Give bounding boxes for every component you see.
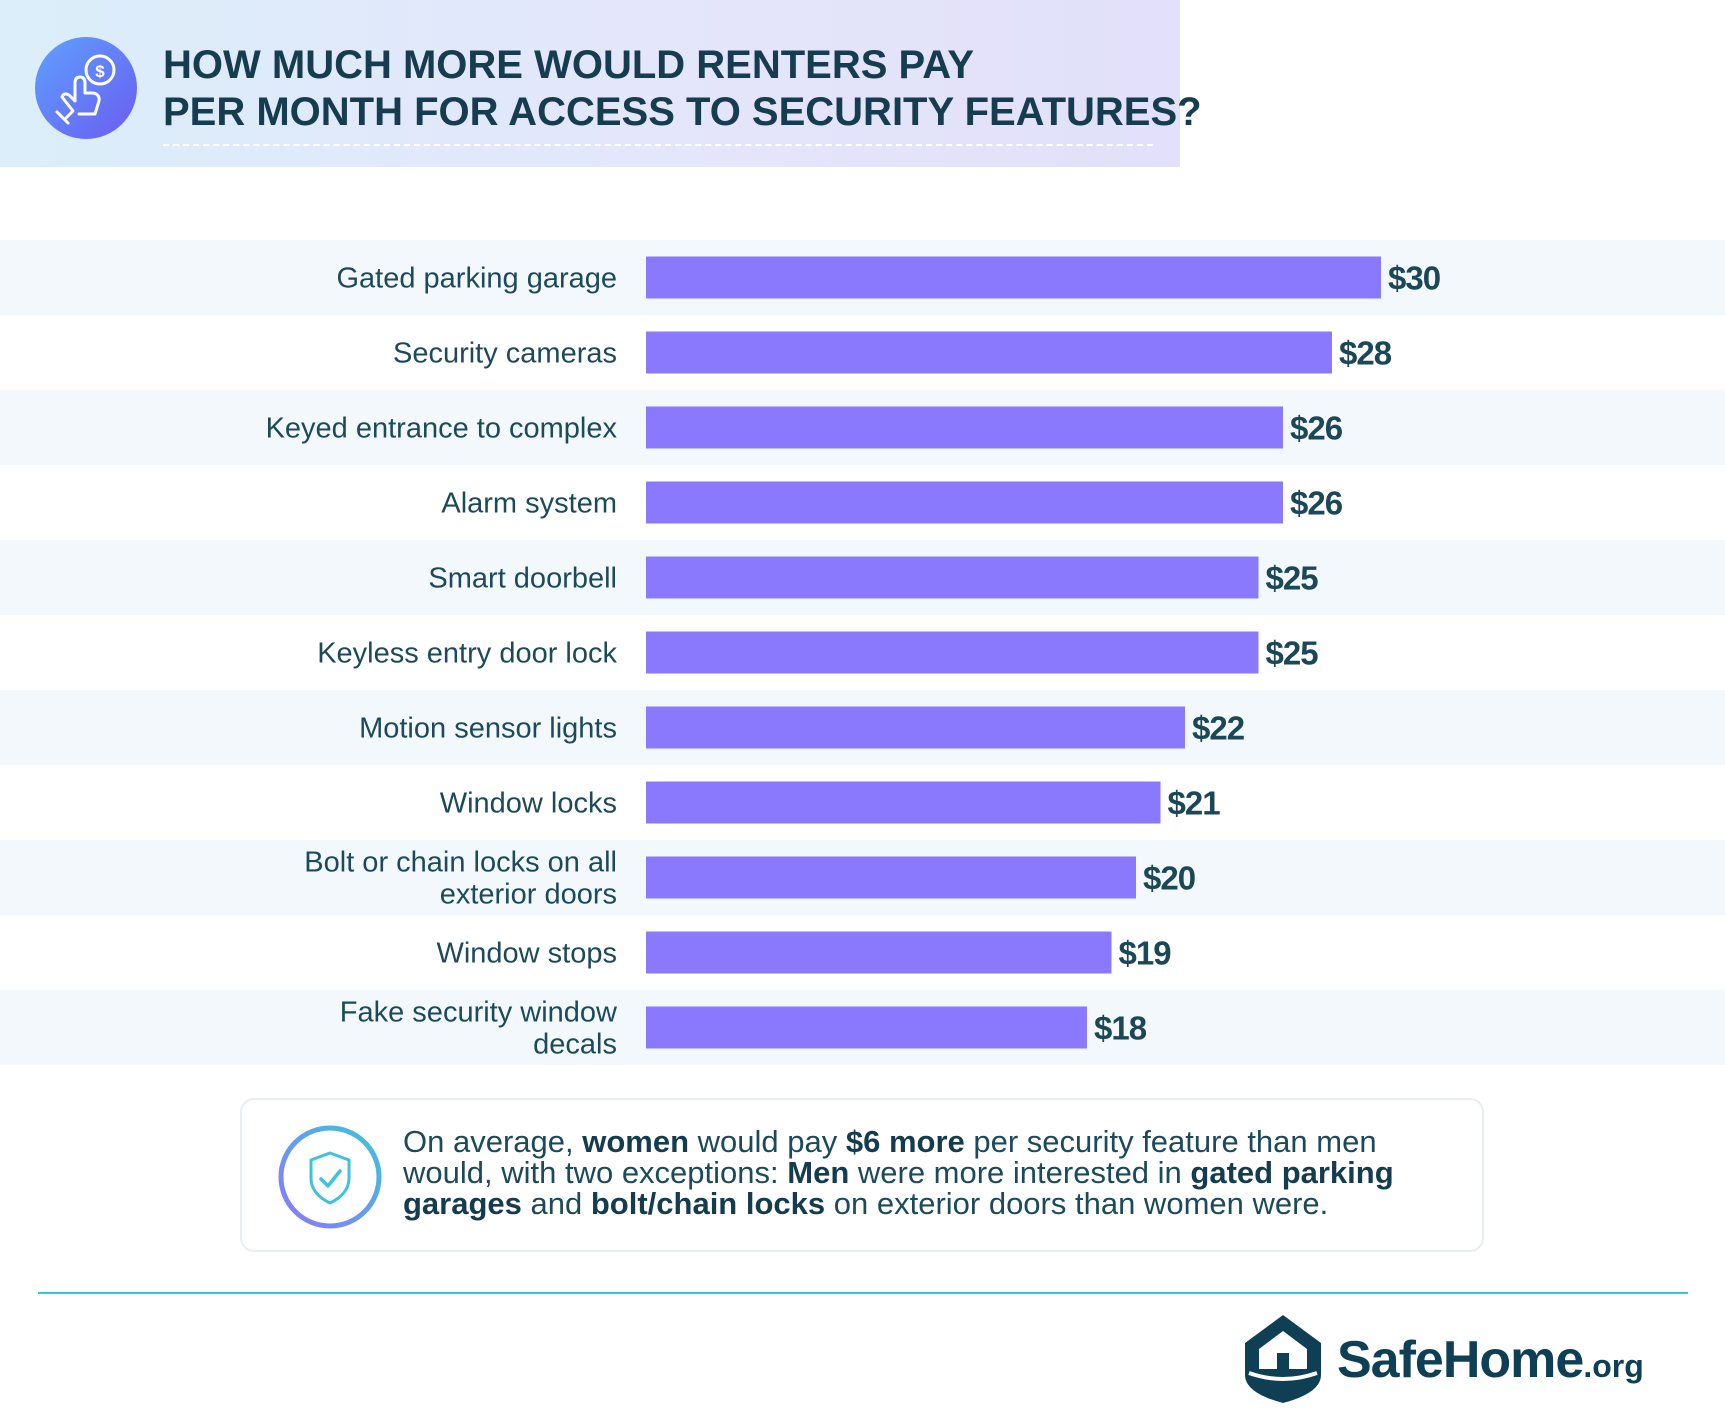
shield-check-icon <box>277 1124 383 1230</box>
title-line-2: PER MONTH FOR ACCESS TO SECURITY FEATURE… <box>163 90 1202 134</box>
bar-value-label: $19 <box>1119 935 1172 972</box>
category-label: Gated parking garage <box>336 263 617 295</box>
logo-suffix: .org <box>1583 1348 1644 1384</box>
bar-value-label: $26 <box>1290 410 1343 447</box>
bar <box>646 406 1283 449</box>
bar-chart-svg: $30 Gated parking garage $28 Security camer… <box>0 240 1725 1065</box>
house-icon <box>1245 1315 1321 1403</box>
category-label: Motion sensor lights <box>359 713 617 745</box>
bar <box>646 856 1136 899</box>
bar <box>646 706 1185 749</box>
category-label: Bolt or chain locks on all <box>304 847 617 879</box>
bar-value-label: $22 <box>1192 710 1245 747</box>
bar-value-label: $28 <box>1339 335 1392 372</box>
callout-run: per security feature than men would, wit… <box>403 1124 1377 1190</box>
bar-value-label: $18 <box>1094 1010 1147 1047</box>
category-label: Security cameras <box>393 338 617 370</box>
category-label: Window stops <box>436 938 617 970</box>
insight-callout: On average, women would pay $6 more per … <box>240 1098 1484 1252</box>
bar-value-label: $25 <box>1266 560 1319 597</box>
logo-wordmark: SafeHome.org <box>1337 1330 1644 1396</box>
bar <box>646 331 1332 374</box>
callout-run: were more interested in <box>849 1155 1191 1190</box>
category-label: exterior doors <box>440 879 617 911</box>
callout-emphasis: bolt/chain locks <box>590 1186 826 1221</box>
category-label: Fake security window <box>340 997 618 1029</box>
footer-divider <box>38 1292 1688 1294</box>
category-label: Smart doorbell <box>428 563 617 595</box>
header-banner: $ HOW MUCH MORE WOULD RENTERS PAY PER MO… <box>0 0 1202 167</box>
bar-chart: $30 Gated parking garage $28 Security camer… <box>0 240 1725 1065</box>
title-line-1: HOW MUCH MORE WOULD RENTERS PAY <box>163 43 975 87</box>
category-label: Alarm system <box>441 488 617 520</box>
category-label: decals <box>533 1029 617 1061</box>
category-label: Window locks <box>440 788 617 820</box>
bar <box>646 481 1283 524</box>
bar-value-label: $21 <box>1168 785 1221 822</box>
bar <box>646 631 1259 674</box>
bar <box>646 256 1381 299</box>
bar <box>646 931 1112 974</box>
category-label: Keyed entrance to complex <box>266 413 618 445</box>
bar-value-label: $25 <box>1266 635 1319 672</box>
category-label: Keyless entry door lock <box>317 638 617 670</box>
bar <box>646 781 1161 824</box>
callout-run: and <box>521 1186 591 1221</box>
callout-emphasis: Men <box>787 1155 850 1190</box>
callout-emphasis: gated parking garages <box>403 1155 1394 1221</box>
callout-run: would pay <box>689 1124 846 1159</box>
hand-coin-icon: $ <box>35 37 137 139</box>
callout-run: on exterior doors than women were. <box>825 1186 1329 1221</box>
bar-value-label: $26 <box>1290 485 1343 522</box>
logo-name: SafeHome <box>1337 1331 1584 1389</box>
title-divider <box>163 144 1153 146</box>
callout-emphasis: women <box>582 1124 690 1159</box>
page-title: HOW MUCH MORE WOULD RENTERS PAY PER MONT… <box>163 42 1202 136</box>
callout-emphasis: $6 more <box>845 1124 965 1159</box>
bar <box>646 1006 1087 1049</box>
bar-value-label: $30 <box>1388 260 1440 297</box>
svg-text:$: $ <box>95 62 105 81</box>
callout-text: On average, women would pay $6 more per … <box>403 1126 1453 1219</box>
callout-run: On average, <box>403 1124 583 1159</box>
bar <box>646 556 1259 599</box>
bar-value-label: $20 <box>1143 860 1195 897</box>
